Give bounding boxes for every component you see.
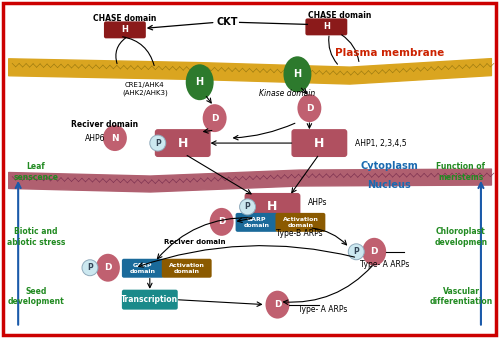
Text: H: H	[196, 77, 203, 87]
Text: AHP6: AHP6	[84, 134, 105, 143]
Text: D: D	[274, 300, 281, 309]
Ellipse shape	[202, 104, 226, 132]
Ellipse shape	[298, 94, 322, 122]
FancyBboxPatch shape	[306, 18, 348, 35]
Text: Nucleus: Nucleus	[368, 180, 411, 190]
Ellipse shape	[284, 56, 312, 92]
Ellipse shape	[96, 254, 120, 282]
Text: GARP
domain: GARP domain	[244, 217, 270, 228]
Text: H: H	[323, 22, 330, 31]
FancyBboxPatch shape	[122, 290, 178, 310]
Circle shape	[348, 244, 364, 260]
Text: Cytoplasm: Cytoplasm	[360, 161, 418, 171]
Text: P: P	[354, 247, 359, 256]
Text: P: P	[155, 139, 160, 148]
Text: H: H	[178, 137, 188, 150]
FancyBboxPatch shape	[276, 213, 326, 232]
Text: AHPs: AHPs	[308, 198, 327, 208]
Text: Transcription: Transcription	[122, 295, 178, 304]
Text: Kinase domain: Kinase domain	[260, 89, 316, 98]
Text: Reciver domain: Reciver domain	[72, 120, 138, 129]
FancyBboxPatch shape	[155, 129, 210, 157]
Text: CHASE domain: CHASE domain	[308, 11, 371, 20]
Text: CKT: CKT	[217, 17, 238, 27]
Text: D: D	[370, 247, 378, 256]
Text: H: H	[314, 137, 324, 150]
Circle shape	[240, 199, 256, 215]
FancyBboxPatch shape	[162, 259, 212, 278]
Text: CRE1/AHK4
(AHK2/AHK3): CRE1/AHK4 (AHK2/AHK3)	[122, 82, 168, 96]
Text: Type-B ARPs: Type-B ARPs	[276, 229, 322, 238]
Circle shape	[82, 260, 98, 276]
Ellipse shape	[186, 64, 214, 100]
Circle shape	[150, 135, 166, 151]
Text: AHP1, 2,3,4,5: AHP1, 2,3,4,5	[356, 139, 407, 148]
Text: D: D	[104, 263, 112, 272]
Text: Function of
meristems: Function of meristems	[436, 162, 486, 182]
Text: P: P	[87, 263, 93, 272]
Text: Vascular
differentiation: Vascular differentiation	[430, 287, 492, 306]
Text: H: H	[122, 25, 128, 34]
Text: Leaf
senscence: Leaf senscence	[14, 162, 59, 182]
Ellipse shape	[266, 291, 289, 319]
Text: H: H	[268, 200, 278, 213]
Text: N: N	[111, 134, 118, 143]
Text: Seed
development: Seed development	[8, 287, 64, 306]
Ellipse shape	[362, 238, 386, 266]
Text: CHASE domain: CHASE domain	[93, 14, 156, 23]
Text: Type- A ARPs: Type- A ARPs	[298, 305, 347, 314]
Text: Type- A ARPs: Type- A ARPs	[360, 260, 409, 269]
FancyBboxPatch shape	[236, 213, 278, 232]
Text: GARP
domain: GARP domain	[130, 263, 156, 274]
Ellipse shape	[210, 208, 234, 236]
Text: D: D	[218, 217, 226, 226]
Ellipse shape	[103, 125, 127, 151]
Text: Biotic and
abiotic stress: Biotic and abiotic stress	[7, 227, 66, 246]
FancyBboxPatch shape	[104, 21, 146, 38]
FancyBboxPatch shape	[244, 193, 300, 221]
Text: Plasma membrane: Plasma membrane	[334, 48, 444, 58]
Text: Chloroplast
developmen: Chloroplast developmen	[434, 227, 488, 246]
Text: Reciver domain: Reciver domain	[164, 239, 226, 245]
Text: Activation
domain: Activation domain	[282, 217, 318, 228]
Text: Activation
domain: Activation domain	[169, 263, 204, 274]
Text: H: H	[294, 69, 302, 79]
Text: D: D	[306, 104, 313, 113]
Text: D: D	[211, 114, 218, 123]
FancyBboxPatch shape	[122, 259, 164, 278]
Text: P: P	[244, 202, 250, 211]
FancyBboxPatch shape	[292, 129, 348, 157]
